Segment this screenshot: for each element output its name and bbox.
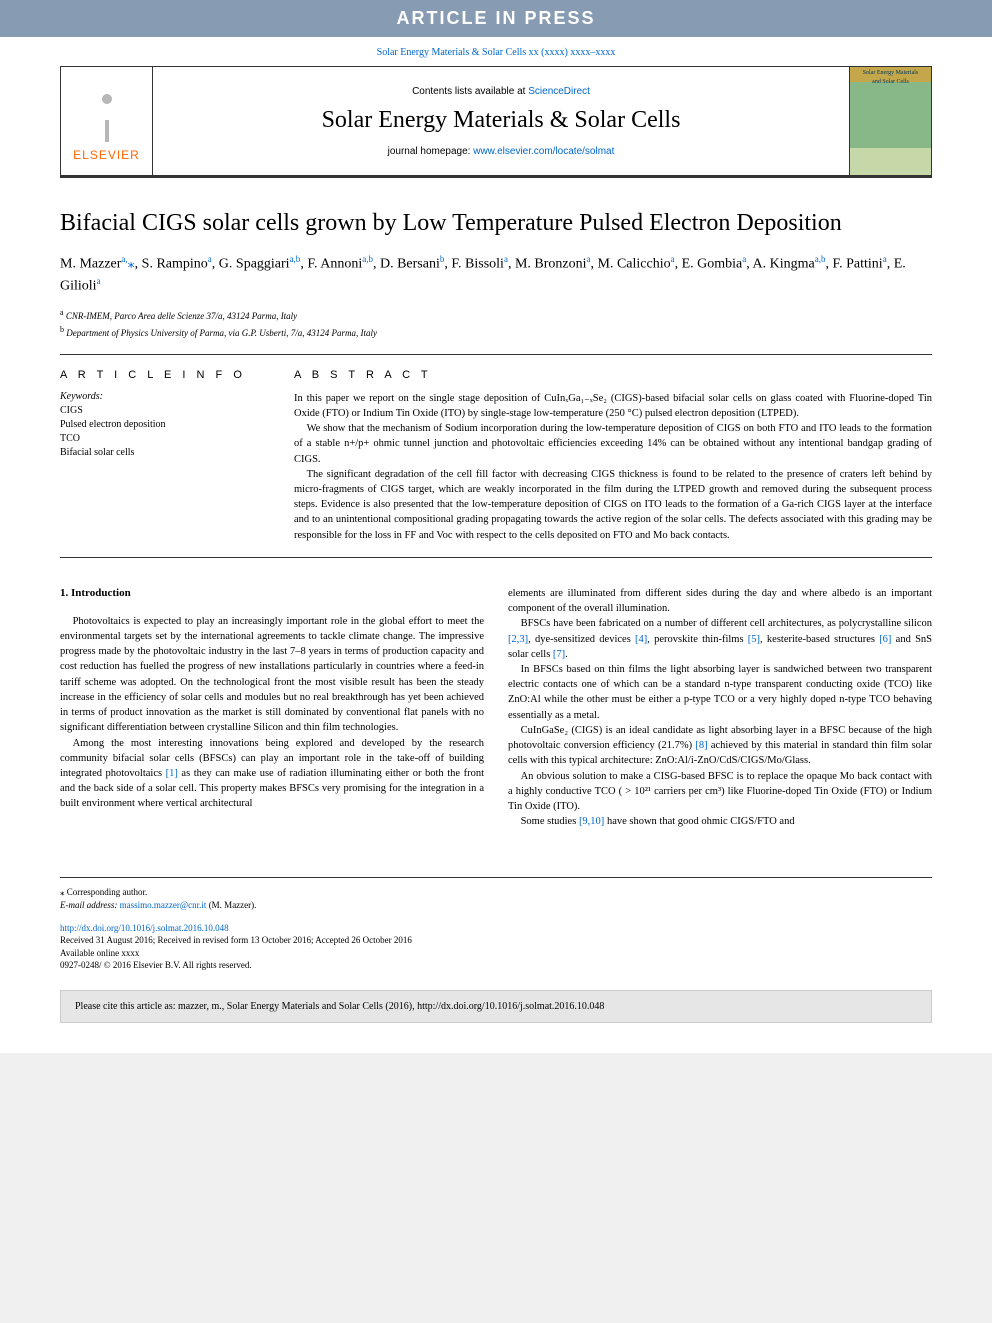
article-info-heading: A R T I C L E I N F O — [60, 369, 270, 381]
homepage-link[interactable]: www.elsevier.com/locate/solmat — [473, 146, 614, 157]
footnotes: ⁎ Corresponding author. E-mail address: … — [60, 877, 932, 915]
journal-name: Solar Energy Materials & Solar Cells — [153, 107, 849, 134]
elsevier-logo: ELSEVIER — [61, 67, 153, 175]
keywords-list: CIGSPulsed electron depositionTCOBifacia… — [60, 404, 270, 460]
cite-this-article-banner: Please cite this article as: mazzer, m.,… — [60, 990, 932, 1023]
left-column: 1. Introduction Photovoltaics is expecte… — [60, 586, 484, 830]
affiliation: a CNR-IMEM, Parco Area delle Scienze 37/… — [60, 307, 932, 323]
keyword: TCO — [60, 432, 270, 446]
body-paragraph: An obvious solution to make a CISG-based… — [508, 769, 932, 815]
abstract-column: A B S T R A C T In this paper we report … — [294, 369, 932, 543]
body-paragraph: Some studies [9,10] have shown that good… — [508, 814, 932, 829]
affiliations: a CNR-IMEM, Parco Area delle Scienze 37/… — [60, 307, 932, 340]
email-line: E-mail address: massimo.mazzer@cnr.it (M… — [60, 899, 932, 912]
elsevier-name: ELSEVIER — [73, 148, 140, 162]
copyright-line: 0927-0248/ © 2016 Elsevier B.V. All righ… — [60, 960, 252, 970]
available-line: Available online xxxx — [60, 948, 139, 958]
content-columns: 1. Introduction Photovoltaics is expecte… — [60, 586, 932, 830]
doi-link[interactable]: http://dx.doi.org/10.1016/j.solmat.2016.… — [60, 923, 229, 933]
authors: M. Mazzera,⁎, S. Rampinoa, G. Spaggiaria… — [60, 253, 932, 296]
cover-title-line1: Solar Energy Materials — [861, 69, 921, 78]
header-center: Contents lists available at ScienceDirec… — [153, 76, 849, 167]
abstract-paragraph: The significant degradation of the cell … — [294, 467, 932, 543]
journal-header: ELSEVIER Contents lists available at Sci… — [60, 66, 932, 178]
intro-heading: 1. Introduction — [60, 586, 484, 602]
email-who: (M. Mazzer). — [206, 900, 256, 910]
info-abstract-row: A R T I C L E I N F O Keywords: CIGSPuls… — [60, 354, 932, 558]
body-paragraph: CuInGaSe₂ (CIGS) is an ideal candidate a… — [508, 723, 932, 769]
journal-cover: Solar Energy Materials and Solar Cells — [849, 67, 931, 175]
body-paragraph: elements are illuminated from different … — [508, 586, 932, 616]
sciencedirect-link[interactable]: ScienceDirect — [528, 86, 590, 97]
body-paragraph: Photovoltaics is expected to play an inc… — [60, 614, 484, 736]
email-label: E-mail address: — [60, 900, 120, 910]
abstract-text: In this paper we report on the single st… — [294, 391, 932, 543]
article-info-column: A R T I C L E I N F O Keywords: CIGSPuls… — [60, 369, 270, 543]
right-column: elements are illuminated from different … — [508, 586, 932, 830]
keyword: CIGS — [60, 404, 270, 418]
corresponding-author: ⁎ Corresponding author. — [60, 886, 932, 899]
contents-prefix: Contents lists available at — [412, 86, 528, 97]
keyword: Bifacial solar cells — [60, 446, 270, 460]
page: ARTICLE IN PRESS Solar Energy Materials … — [0, 0, 992, 1053]
body-paragraph: In BFSCs based on thin films the light a… — [508, 662, 932, 723]
cover-title-line2: and Solar Cells — [870, 78, 911, 87]
article-body: Bifacial CIGS solar cells grown by Low T… — [0, 178, 992, 849]
elsevier-tree-icon — [77, 80, 137, 142]
header-strip: ELSEVIER Contents lists available at Sci… — [61, 67, 931, 177]
received-line: Received 31 August 2016; Received in rev… — [60, 935, 412, 945]
contents-line: Contents lists available at ScienceDirec… — [153, 86, 849, 97]
article-in-press-banner: ARTICLE IN PRESS — [0, 0, 992, 37]
doi-block: http://dx.doi.org/10.1016/j.solmat.2016.… — [60, 922, 932, 972]
abstract-paragraph: We show that the mechanism of Sodium inc… — [294, 421, 932, 467]
homepage-prefix: journal homepage: — [388, 146, 474, 157]
body-paragraph: BFSCs have been fabricated on a number o… — [508, 616, 932, 662]
citation-top-link[interactable]: Solar Energy Materials & Solar Cells xx … — [377, 47, 616, 58]
abstract-heading: A B S T R A C T — [294, 369, 932, 381]
email-link[interactable]: massimo.mazzer@cnr.it — [120, 900, 207, 910]
abstract-paragraph: In this paper we report on the single st… — [294, 391, 932, 421]
citation-top: Solar Energy Materials & Solar Cells xx … — [0, 37, 992, 66]
keywords-label: Keywords: — [60, 391, 270, 402]
homepage-line: journal homepage: www.elsevier.com/locat… — [153, 146, 849, 157]
affiliation: b Department of Physics University of Pa… — [60, 324, 932, 340]
keyword: Pulsed electron deposition — [60, 418, 270, 432]
body-paragraph: Among the most interesting innovations b… — [60, 736, 484, 812]
article-title: Bifacial CIGS solar cells grown by Low T… — [60, 208, 932, 239]
